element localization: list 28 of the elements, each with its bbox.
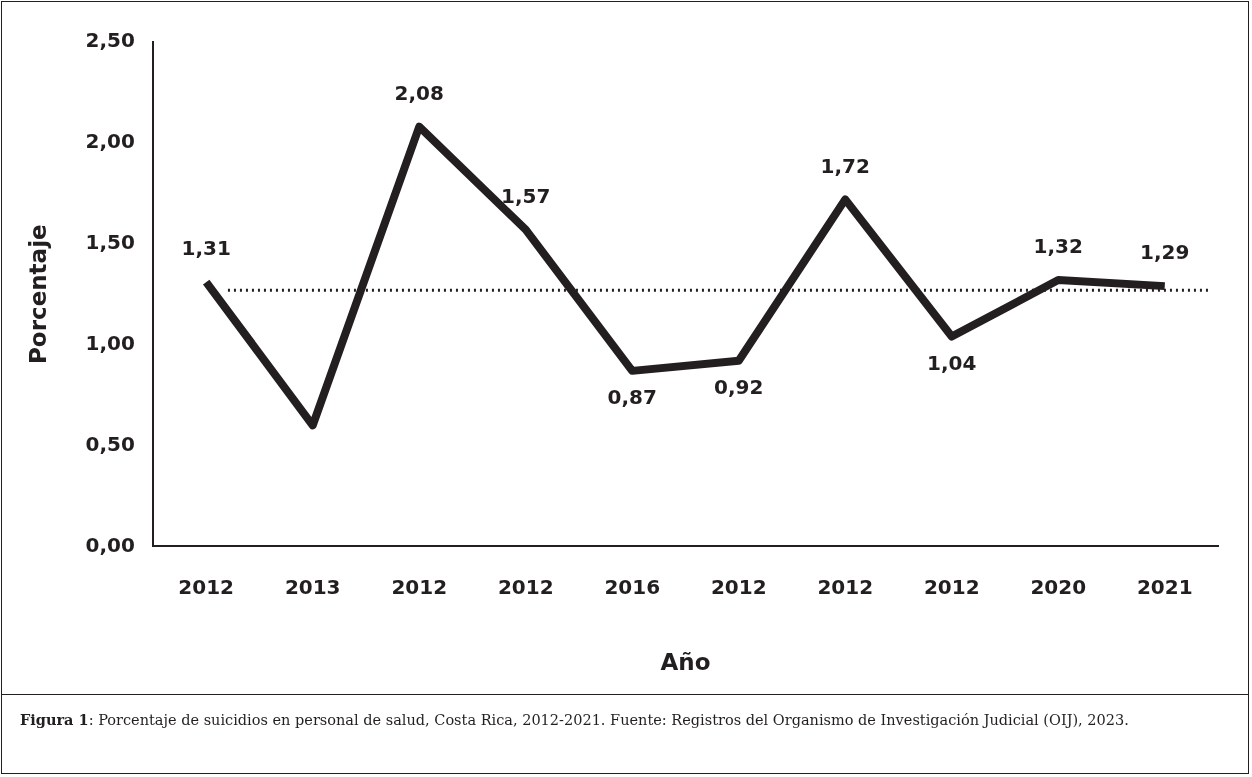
- data-label: 1,29: [1140, 240, 1190, 265]
- x-tick-label: 2012: [391, 574, 448, 599]
- data-label: 0,92: [714, 374, 764, 399]
- y-tick-label: 1,00: [85, 330, 135, 355]
- data-label: 1,72: [820, 153, 870, 178]
- y-tick-label: 0,00: [85, 532, 135, 557]
- x-tick-label: 2012: [497, 574, 554, 599]
- data-label: 0,87: [607, 385, 657, 410]
- x-tick-label: 2013: [284, 574, 341, 599]
- x-tick-label: 2016: [604, 574, 661, 599]
- data-label: 1,57: [501, 183, 551, 208]
- x-tick-label: 2012: [710, 574, 767, 599]
- y-axis-title: Porcentaje: [24, 224, 51, 364]
- y-tick-label: 1,50: [85, 229, 135, 254]
- x-tick-label: 2021: [1136, 574, 1193, 599]
- data-label: 1,04: [927, 350, 977, 375]
- y-tick-label: 0,50: [85, 431, 135, 456]
- x-tick-label: 2012: [923, 574, 980, 599]
- x-tick-label: 2012: [178, 574, 235, 599]
- data-label: 1,32: [1033, 234, 1083, 259]
- y-tick-label: 2,50: [85, 28, 135, 53]
- data-label: 2,08: [394, 80, 444, 105]
- x-tick-label: 2012: [817, 574, 874, 599]
- text: Figura 1: Porcentaje de suicidios en personal de salud, Costa Rica, 2012-2021. Fuente: Registros del Organismo de Investigación Judicial (OIJ), 2023.: [20, 710, 1130, 730]
- data-label: 1,31: [181, 236, 231, 261]
- x-axis-title: Año: [660, 649, 711, 676]
- x-tick-label: 2020: [1030, 574, 1087, 599]
- y-tick-label: 2,00: [85, 129, 135, 154]
